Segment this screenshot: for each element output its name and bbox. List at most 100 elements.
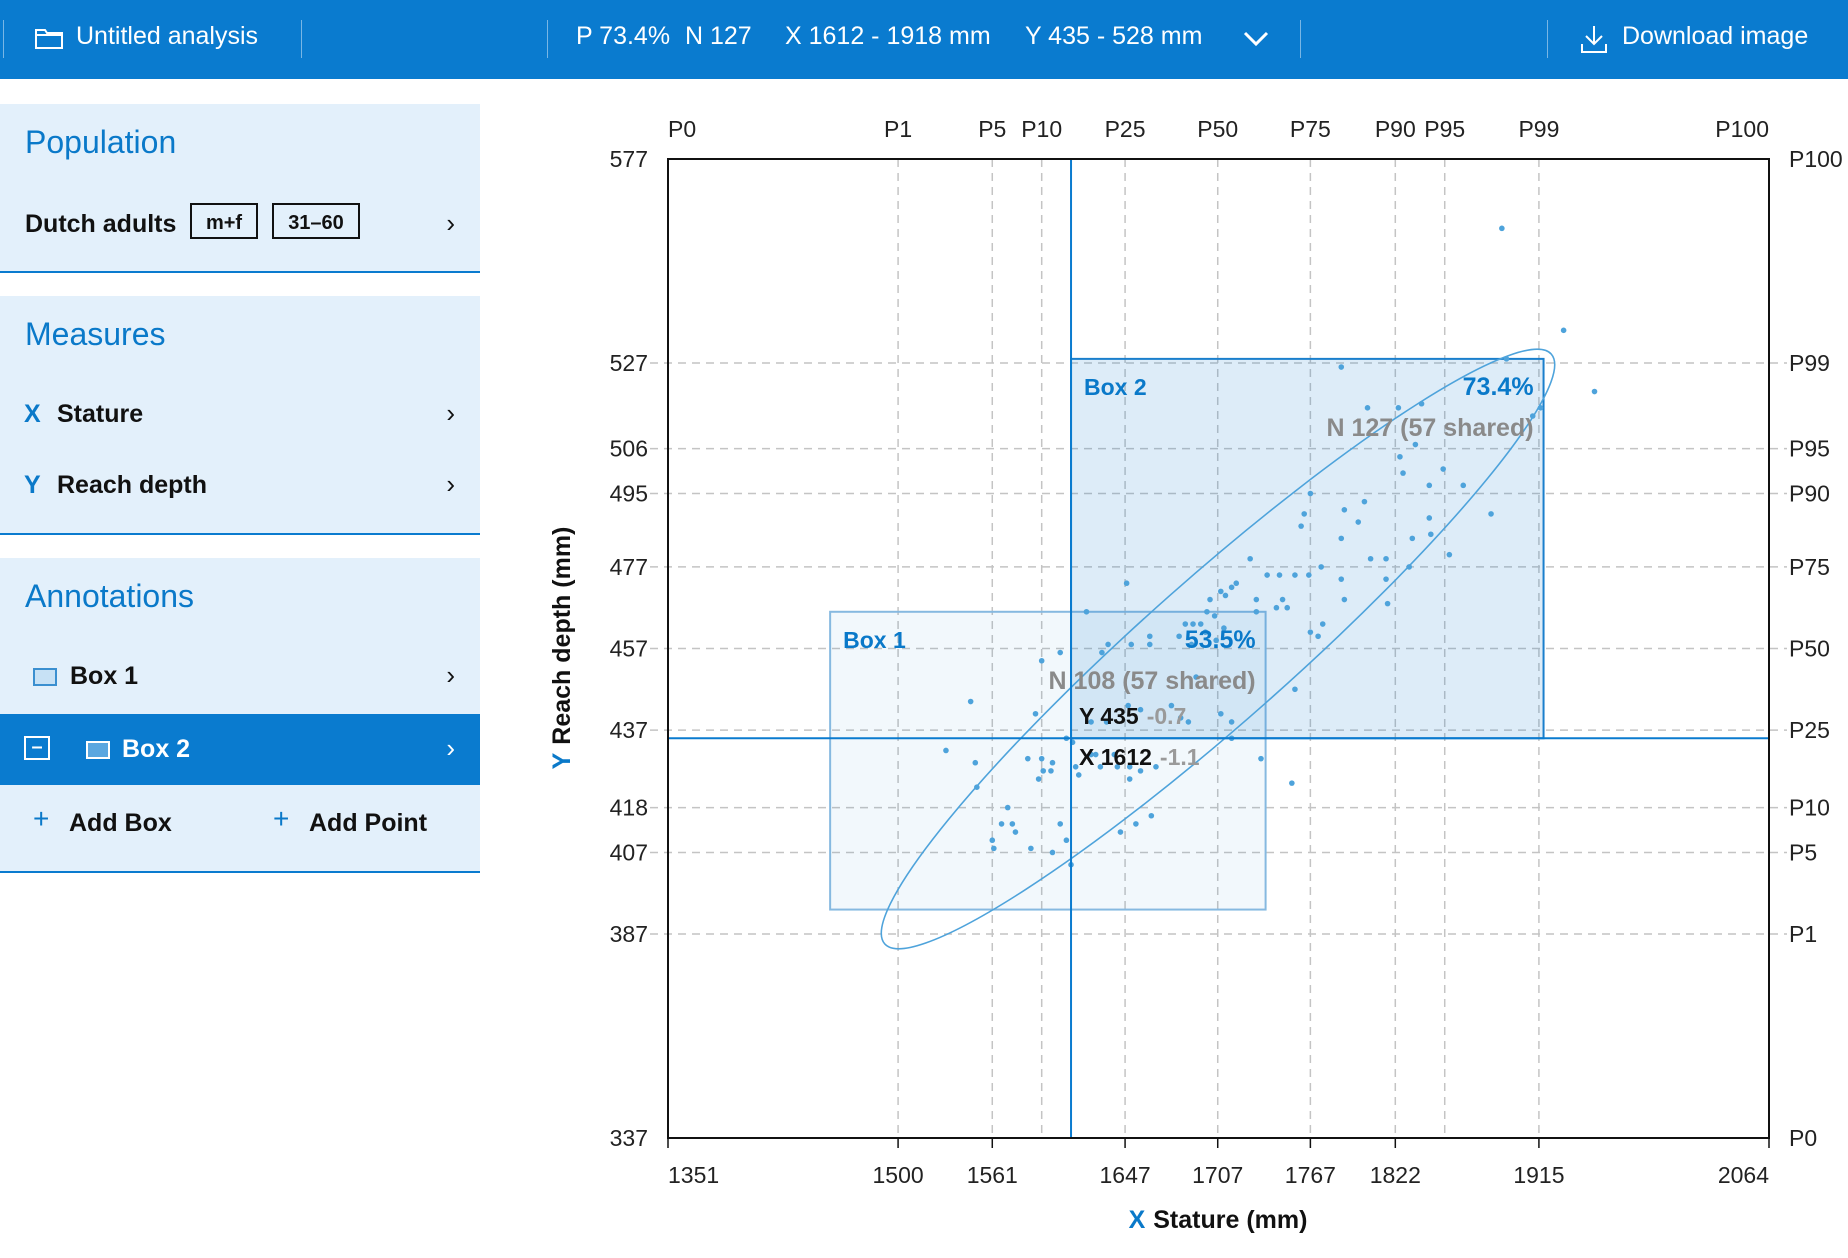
data-point	[1460, 482, 1467, 489]
box-2-rect[interactable]	[1070, 357, 1545, 740]
stat-y-range: Y 435 - 528 mm	[1025, 22, 1203, 50]
box-annotations[interactable]	[829, 357, 1545, 911]
data-point	[972, 759, 979, 766]
y-percentile-label: P100	[1789, 146, 1843, 172]
population-selector[interactable]: Dutch adults m+f 31–60 ›	[0, 194, 480, 254]
measure-x-row[interactable]: X Stature ›	[0, 384, 480, 444]
data-point	[1488, 511, 1494, 517]
data-point	[1319, 621, 1326, 627]
chevron-right-icon: ›	[446, 733, 455, 763]
data-point	[1038, 657, 1045, 664]
data-point	[1397, 453, 1403, 460]
collapse-toggle-button[interactable]: –	[24, 736, 50, 760]
measures-panel: Measures X Stature › Y Reach depth ›	[0, 296, 480, 535]
data-point	[1211, 613, 1218, 619]
data-point	[1072, 763, 1079, 770]
data-point	[1028, 845, 1034, 852]
data-point	[1315, 633, 1321, 640]
divider	[3, 20, 4, 58]
data-point	[1125, 702, 1131, 709]
chevron-right-icon: ›	[446, 398, 455, 428]
box-1-rect[interactable]	[829, 610, 1267, 911]
annotation-item-box-2[interactable]: – Box 2 ›	[0, 714, 480, 785]
x-tick-label: 1561	[967, 1162, 1018, 1188]
analysis-title-button[interactable]: Untitled analysis	[30, 0, 290, 79]
data-point	[1185, 719, 1192, 725]
data-point	[1207, 596, 1213, 603]
data-point	[1038, 755, 1045, 762]
confidence-ellipse	[880, 348, 1556, 950]
grid-lines	[650, 159, 1787, 1138]
data-point	[1228, 719, 1235, 725]
data-point	[1114, 763, 1121, 770]
annotation-item-box-1[interactable]: Box 1 ›	[0, 646, 480, 706]
box-name-label: Box 1	[843, 627, 906, 653]
y-tick-label: 337	[610, 1125, 648, 1151]
measure-y-row[interactable]: Y Reach depth ›	[0, 455, 480, 515]
data-point	[943, 747, 949, 754]
add-box-label: Add Box	[69, 809, 172, 837]
box-icon	[86, 741, 110, 759]
data-point	[1446, 551, 1453, 558]
download-image-button[interactable]: Download image	[1570, 0, 1848, 79]
y-axis-title: YReach depth (mm)	[548, 527, 576, 770]
data-point	[1233, 580, 1240, 587]
annotations-panel: Annotations Box 1 › – Box 2 › + Add Box …	[0, 558, 480, 873]
chevron-down-icon[interactable]	[1242, 30, 1270, 48]
y-percentile-label: P0	[1789, 1125, 1817, 1151]
data-point	[1395, 405, 1402, 411]
data-point	[1222, 592, 1229, 599]
x-axis-title: X Stature (mm)	[1129, 1206, 1308, 1234]
selection-summary[interactable]: P 73.4% N 127 X 1612 - 1918 mm Y 435 - 5…	[560, 0, 1300, 79]
y-percentile-label: P10	[1789, 795, 1830, 821]
data-point	[1412, 441, 1419, 448]
y-tick-label: 418	[610, 795, 648, 821]
data-point	[1499, 225, 1505, 232]
add-point-button[interactable]: + Add Point	[240, 793, 480, 853]
annotation-label: Box 2	[122, 735, 191, 763]
data-point	[1088, 751, 1094, 758]
add-box-button[interactable]: + Add Box	[0, 793, 480, 853]
data-point	[1176, 633, 1182, 640]
x-tick-label: 1647	[1099, 1162, 1150, 1188]
data-point	[1057, 821, 1064, 827]
data-point	[1409, 535, 1416, 542]
plot-frame	[667, 158, 1770, 1139]
crosshair-y-readout: Y 435 -0.7	[1079, 703, 1186, 729]
x-percentile-label: P1	[884, 116, 912, 142]
data-point	[1364, 405, 1371, 411]
box-name-label: Box 2	[1084, 374, 1147, 400]
y-percentile-label: P25	[1789, 717, 1830, 743]
data-point	[1024, 755, 1031, 762]
data-point	[1128, 641, 1135, 648]
data-point	[1273, 604, 1280, 611]
data-point	[1146, 633, 1153, 640]
data-point	[1063, 837, 1070, 844]
data-point	[1440, 466, 1446, 472]
stat-percent: P 73.4%	[576, 22, 671, 50]
data-point	[1204, 608, 1210, 615]
data-point	[1221, 625, 1227, 631]
data-point	[998, 821, 1005, 827]
data-point	[1137, 768, 1144, 774]
measures-title: Measures	[25, 316, 166, 352]
data-point	[1253, 596, 1260, 603]
data-point	[1133, 821, 1139, 827]
box-labels: Box 1 53.5% N 108 (57 shared) Box 2 73.4% N 1…	[843, 373, 1533, 695]
stat-x-range: X 1612 - 1918 mm	[785, 22, 991, 50]
data-point	[1111, 751, 1118, 758]
x-value: X 1612	[1079, 744, 1152, 770]
divider	[1300, 20, 1301, 58]
data-point	[1092, 751, 1099, 758]
data-point	[1105, 641, 1111, 648]
y-percentile-label: P90	[1789, 480, 1830, 506]
data-point	[1428, 531, 1434, 538]
download-label: Download image	[1622, 22, 1809, 50]
data-point	[1004, 804, 1011, 811]
data-point	[1383, 555, 1389, 562]
data-point	[1537, 405, 1544, 411]
x-percentile-label: P99	[1518, 116, 1559, 142]
data-point	[1009, 821, 1016, 827]
crosshair[interactable]: Y 435 -0.7 X 1612 -1.1	[668, 159, 1769, 1138]
